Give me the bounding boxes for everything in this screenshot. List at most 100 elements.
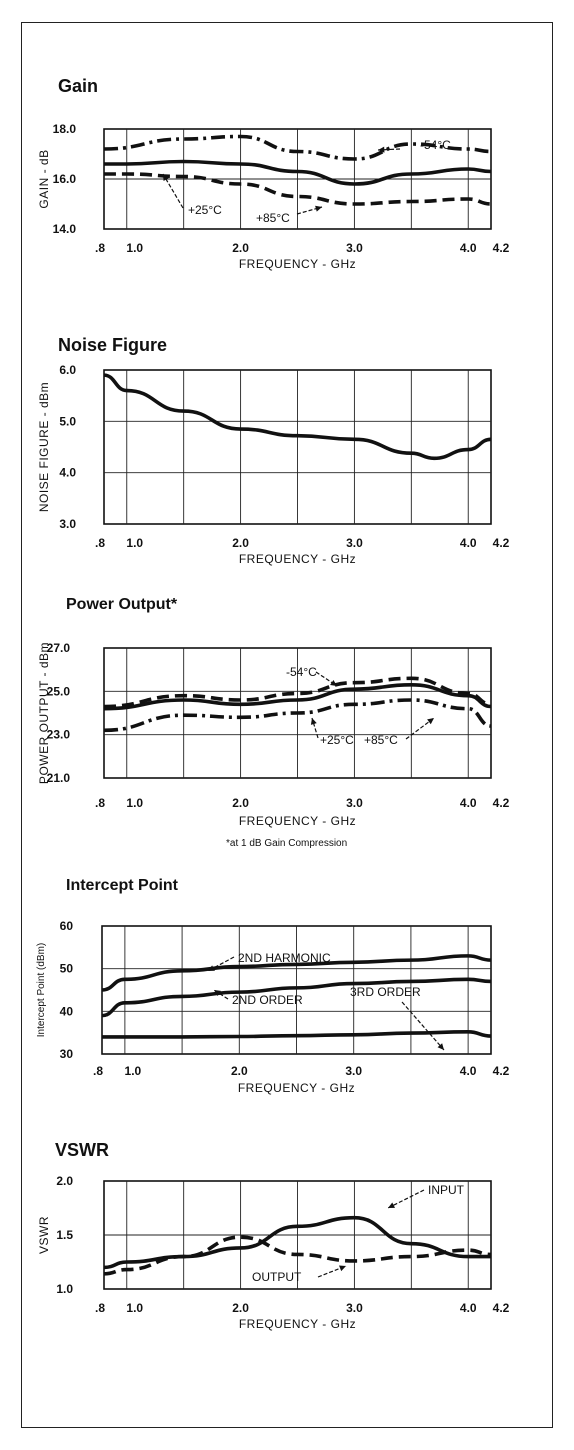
series-line-85-c [104,172,492,206]
power-output-title: Power Output* [66,596,178,613]
x-tick-label: 4.0 [460,1301,477,1315]
x-tick-label: 4.2 [493,1301,510,1315]
x-tick-label: 2.0 [231,1064,248,1078]
x-tick-label: 2.0 [232,796,249,810]
x-tick-label: .8 [93,1064,103,1078]
curve-annotation: 2ND HARMONIC [238,951,331,965]
y-tick-label: 18.0 [53,122,77,136]
x-tick-label: 4.0 [460,796,477,810]
x-tick-label: .8 [95,796,105,810]
annotation-arrowhead [427,718,434,725]
x-tick-label: 4.2 [493,796,510,810]
y-tick-label: 4.0 [59,466,76,480]
x-tick-label: 4.2 [493,536,510,550]
x-tick-label: 4.2 [493,241,510,255]
curve-annotation: -54°C [420,138,451,152]
x-tick-label: 2.0 [232,536,249,550]
y-tick-label: 30 [60,1047,74,1061]
x-axis-title: FREQUENCY - GHz [239,1317,356,1331]
x-axis-title: FREQUENCY - GHz [239,257,356,271]
y-tick-label: 40 [60,1004,74,1018]
curve-annotation: 2ND ORDER [232,993,303,1007]
y-tick-label: 16.0 [53,172,77,186]
x-tick-label: 4.0 [460,241,477,255]
series-line-25-c [104,159,492,186]
y-tick-label: 50 [60,962,74,976]
x-axis-title: FREQUENCY - GHz [238,1081,355,1095]
curve-annotation: +85°C [364,733,398,747]
annotation-arrowhead [378,146,385,153]
x-tick-label: 4.2 [493,1064,510,1078]
series-line-main [103,373,492,461]
annotation-arrowhead [388,1202,395,1208]
y-tick-label: 14.0 [53,222,77,236]
x-axis-title: FREQUENCY - GHz [239,814,356,828]
x-tick-label: 1.0 [125,1064,142,1078]
series-line-2nd-harmonic [101,954,492,992]
series-line-output [103,1235,492,1276]
y-axis-title: VSWR [37,1216,51,1254]
series-line-25-c [103,683,492,711]
curve-annotation: +85°C [256,211,290,225]
annotation-leader [401,1001,445,1051]
series-line-54-c [103,134,492,161]
y-tick-label: 23.0 [47,728,71,742]
curve-annotation: +25°C [188,203,222,217]
annotation-arrowhead [437,1043,444,1050]
annotation-leader [387,1189,425,1209]
x-tick-label: 1.0 [126,241,143,255]
curve-annotation: OUTPUT [252,1270,302,1284]
x-tick-label: 2.0 [232,1301,249,1315]
y-tick-label: 5.0 [59,414,76,428]
x-tick-label: 3.0 [346,1301,363,1315]
x-tick-label: 2.0 [232,241,249,255]
x-tick-label: 1.0 [126,796,143,810]
y-tick-label: 3.0 [59,517,76,531]
y-tick-label: 21.0 [47,771,71,785]
y-axis-title: NOISE FIGURE - dBm [37,382,51,512]
y-axis-title: Intercept Point (dBm) [36,943,47,1037]
vswr-title: VSWR [55,1140,109,1160]
x-tick-label: 4.0 [460,536,477,550]
y-axis-title: POWER OUTPUT - dBm [37,642,51,784]
x-tick-label: 1.0 [126,1301,143,1315]
noise-figure-title: Noise Figure [58,335,168,355]
curve-annotation: INPUT [428,1183,465,1197]
annotation-arrowhead [310,718,317,725]
y-tick-label: 27.0 [47,641,71,655]
series-line-85-c [103,698,492,733]
curve-annotation: -54°C [286,665,317,679]
x-tick-label: .8 [95,241,105,255]
y-tick-label: 25.0 [47,684,71,698]
x-axis-title: FREQUENCY - GHz [239,552,356,566]
y-tick-label: 6.0 [59,363,76,377]
x-tick-label: 4.0 [460,1064,477,1078]
series-line-2nd-order [101,977,492,1018]
annotation-arrowhead [315,205,322,212]
y-axis-title: GAIN - dB [37,149,51,208]
x-tick-label: 3.0 [346,536,363,550]
annotation-leader [162,173,184,209]
y-tick-label: 1.5 [56,1228,73,1242]
annotation-arrowhead [214,990,221,996]
annotation-arrowhead [330,679,337,686]
annotation-arrowhead [208,965,215,971]
annotation-leader [311,717,319,739]
gain-title: Gain [58,76,99,96]
annotation-arrowhead [163,174,169,181]
intercept-point-title: Intercept Point [66,877,179,894]
series-line-54-c [103,676,492,709]
series-line-3rd-order [102,1030,492,1039]
annotation-arrowhead [339,1265,346,1272]
y-tick-label: 2.0 [56,1174,73,1188]
x-tick-label: 1.0 [126,536,143,550]
datasheet-frame [21,22,553,1428]
x-tick-label: 3.0 [346,796,363,810]
x-tick-label: .8 [95,536,105,550]
x-tick-label: 3.0 [346,241,363,255]
y-tick-label: 1.0 [56,1282,73,1296]
